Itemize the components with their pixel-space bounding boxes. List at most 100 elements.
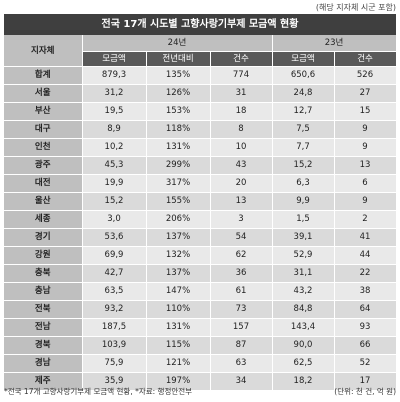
count-2024-cell: 18 [210, 102, 273, 121]
count-2024-cell: 73 [210, 300, 273, 319]
count-2023-cell: 44 [334, 246, 397, 265]
yoy-header-2024: 전년대비 [146, 51, 211, 67]
region-cell: 전북 [4, 300, 83, 319]
region-cell: 경북 [4, 336, 83, 355]
amount-2024-cell: 63,5 [82, 282, 147, 301]
yoy-2024-cell: 137% [146, 264, 211, 283]
table-row: 전북 93,2 110% 73 84,8 64 [4, 300, 397, 319]
amount-2023-cell: 9,9 [272, 192, 335, 211]
yoy-2024-cell: 110% [146, 300, 211, 319]
region-cell: 서울 [4, 84, 83, 103]
yoy-2024-cell: 299% [146, 156, 211, 175]
scope-note: (해당 지자체 시군 포함) [315, 3, 396, 12]
amount-2023-cell: 52,9 [272, 246, 335, 265]
amount-2023-cell: 7,7 [272, 138, 335, 157]
count-2023-cell: 2 [334, 210, 397, 229]
count-2023-cell: 17 [334, 372, 397, 391]
table-row: 대전 19,9 317% 20 6,3 6 [4, 174, 397, 193]
count-2024-cell: 63 [210, 354, 273, 373]
count-2023-cell: 38 [334, 282, 397, 301]
table-row: 광주 45,3 299% 43 15,2 13 [4, 156, 397, 175]
table-row: 충북 42,7 137% 36 31,1 22 [4, 264, 397, 283]
table-row: 강원 69,9 132% 62 52,9 44 [4, 246, 397, 265]
count-2024-cell: 87 [210, 336, 273, 355]
region-cell: 경기 [4, 228, 83, 247]
region-cell: 광주 [4, 156, 83, 175]
amount-2024-cell: 879,3 [82, 66, 147, 85]
count-2024-cell: 157 [210, 318, 273, 337]
table-row: 경북 103,9 115% 87 90,0 66 [4, 336, 397, 355]
unit-note: (단위: 천 건, 억 원) [334, 387, 396, 396]
region-cell: 전남 [4, 318, 83, 337]
count-2024-cell: 62 [210, 246, 273, 265]
amount-2024-cell: 31,2 [82, 84, 147, 103]
amount-2024-cell: 8,9 [82, 120, 147, 139]
count-2024-cell: 61 [210, 282, 273, 301]
count-2023-cell: 66 [334, 336, 397, 355]
count-2024-cell: 43 [210, 156, 273, 175]
count-2024-cell: 31 [210, 84, 273, 103]
region-cell: 제주 [4, 372, 83, 391]
yoy-2024-cell: 317% [146, 174, 211, 193]
yoy-2024-cell: 206% [146, 210, 211, 229]
amount-2024-cell: 19,5 [82, 102, 147, 121]
count-2023-cell: 9 [334, 192, 397, 211]
count-2023-cell: 52 [334, 354, 397, 373]
amount-2023-cell: 7,5 [272, 120, 335, 139]
amount-2024-cell: 103,9 [82, 336, 147, 355]
amount-2024-cell: 35,9 [82, 372, 147, 391]
region-cell: 인천 [4, 138, 83, 157]
amount-2023-cell: 84,8 [272, 300, 335, 319]
region-cell: 충남 [4, 282, 83, 301]
amount-2023-cell: 39,1 [272, 228, 335, 247]
donation-table-container: 전국 17개 시도별 고향사랑기부제 모금액 현황 지자체 24년 23년 모금… [4, 14, 397, 391]
header-row-years: 지자체 24년 23년 [4, 35, 397, 67]
table-row: 전남 187,5 131% 157 143,4 93 [4, 318, 397, 337]
amount-2024-cell: 45,3 [82, 156, 147, 175]
count-2024-cell: 36 [210, 264, 273, 283]
amount-2023-cell: 31,1 [272, 264, 335, 283]
region-cell: 합계 [4, 66, 83, 85]
region-cell: 부산 [4, 102, 83, 121]
count-2024-cell: 10 [210, 138, 273, 157]
yoy-2024-cell: 131% [146, 138, 211, 157]
region-cell: 강원 [4, 246, 83, 265]
table-row: 충남 63,5 147% 61 43,2 38 [4, 282, 397, 301]
amount-2024-cell: 69,9 [82, 246, 147, 265]
region-header: 지자체 [4, 35, 83, 67]
count-2024-cell: 13 [210, 192, 273, 211]
amount-2024-cell: 42,7 [82, 264, 147, 283]
amount-2024-cell: 75,9 [82, 354, 147, 373]
count-2023-cell: 9 [334, 138, 397, 157]
count-2024-cell: 34 [210, 372, 273, 391]
count-2024-cell: 8 [210, 120, 273, 139]
count-header-2023: 건수 [334, 51, 397, 67]
count-2023-cell: 15 [334, 102, 397, 121]
year-2024-header: 24년 [82, 35, 273, 52]
amount-header-2023: 모금액 [272, 51, 335, 67]
count-2023-cell: 22 [334, 264, 397, 283]
table-row: 대구 8,9 118% 8 7,5 9 [4, 120, 397, 139]
region-cell: 경남 [4, 354, 83, 373]
count-2023-cell: 27 [334, 84, 397, 103]
amount-2023-cell: 143,4 [272, 318, 335, 337]
table-row: 합계 879,3 135% 774 650,6 526 [4, 66, 397, 85]
amount-2023-cell: 1,5 [272, 210, 335, 229]
table-row: 울산 15,2 155% 13 9,9 9 [4, 192, 397, 211]
amount-2023-cell: 15,2 [272, 156, 335, 175]
table-title: 전국 17개 시도별 고향사랑기부제 모금액 현황 [4, 14, 396, 35]
donation-table: 지자체 24년 23년 모금액 전년대비 건수 모금액 건수 합계 879,3 13… [4, 35, 397, 391]
yoy-2024-cell: 135% [146, 66, 211, 85]
table-row: 경기 53,6 137% 54 39,1 41 [4, 228, 397, 247]
amount-2023-cell: 18,2 [272, 372, 335, 391]
header-row-metrics: 모금액 전년대비 건수 모금액 건수 [4, 51, 397, 67]
yoy-2024-cell: 197% [146, 372, 211, 391]
count-header-2024: 건수 [210, 51, 273, 67]
table-row: 서울 31,2 126% 31 24,8 27 [4, 84, 397, 103]
count-2024-cell: 3 [210, 210, 273, 229]
yoy-2024-cell: 131% [146, 318, 211, 337]
amount-2023-cell: 62,5 [272, 354, 335, 373]
source-note: *전국 17개 고향사랑기부제 모금액 현황, *자료: 행정안전부 [4, 387, 193, 396]
yoy-2024-cell: 132% [146, 246, 211, 265]
amount-2023-cell: 90,0 [272, 336, 335, 355]
